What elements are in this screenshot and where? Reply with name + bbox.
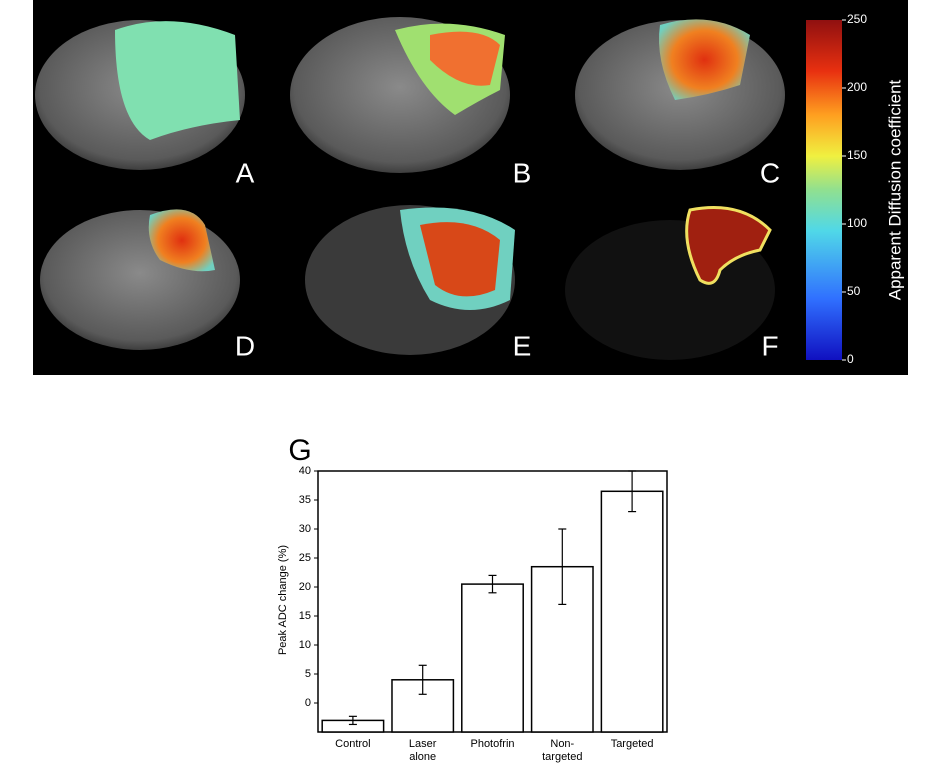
error-bar (488, 574, 497, 594)
colorbar-tick-label: 250 (847, 12, 867, 26)
image-label: E (513, 330, 532, 361)
image-label: A (236, 157, 255, 188)
colorbar-label: Apparent Diffusion coefficient (885, 79, 904, 300)
x-tick-label: Laser alone (408, 738, 437, 763)
panel-label: G (288, 434, 311, 467)
x-tick-label: Targeted (610, 738, 654, 750)
colorbar-tick-label: 200 (847, 80, 867, 94)
y-tick-label: 20 (299, 581, 311, 593)
y-axis-label: Peak ADC change (%) (277, 545, 289, 655)
colorbar-tick-label: 150 (847, 148, 867, 162)
image-label: B (513, 157, 532, 188)
colorbar (806, 20, 842, 360)
x-tick-label: Photofrin (470, 738, 515, 750)
bar (600, 490, 664, 733)
y-tick-label: 0 (305, 697, 311, 709)
y-tick-label: 15 (299, 610, 311, 622)
y-tick-label: 25 (299, 552, 311, 564)
error-bar (418, 664, 427, 695)
y-tick-label: 5 (305, 668, 311, 680)
image-label: D (235, 330, 255, 361)
y-tick-label: 35 (299, 494, 311, 506)
brain-images (35, 17, 785, 360)
colorbar-tick-label: 0 (847, 352, 854, 366)
image-label: C (760, 157, 780, 188)
image-label: F (761, 330, 778, 361)
x-tick-label: Non- targeted (542, 738, 583, 763)
colorbar-tick-label: 50 (847, 284, 861, 298)
error-bar (348, 715, 357, 726)
error-bar (628, 470, 637, 513)
bar (461, 583, 524, 733)
colorbar-tick-label: 100 (847, 216, 867, 230)
y-tick-label: 40 (299, 465, 311, 477)
y-tick-label: 10 (299, 639, 311, 651)
x-tick-label: Control (335, 738, 371, 750)
y-tick-label: 30 (299, 523, 311, 535)
error-bar (558, 528, 567, 606)
